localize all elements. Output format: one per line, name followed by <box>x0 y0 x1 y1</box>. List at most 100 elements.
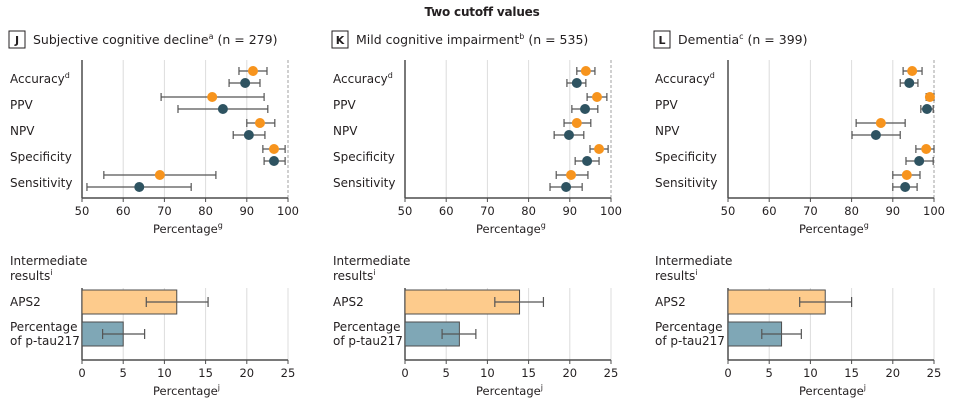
x-tick-label: 25 <box>281 366 296 380</box>
data-point-teal <box>561 182 572 192</box>
data-point-orange <box>154 170 165 180</box>
data-point-teal <box>217 104 228 114</box>
bar-panel-title-line1: Intermediate <box>333 254 410 268</box>
bar-panel-title-line2-text: results <box>333 269 373 283</box>
error-bar <box>494 297 545 307</box>
x-tick-label: 10 <box>480 366 495 380</box>
x-axis-label-text: Percentage <box>799 222 864 236</box>
data-point-teal <box>914 156 925 166</box>
x-axis-label: Percentagej <box>799 383 866 398</box>
x-axis-label-superscript: j <box>540 383 543 392</box>
data-point-orange <box>571 118 582 128</box>
bar-panel-title-line2: resultsi <box>10 268 52 283</box>
x-tick-label: 60 <box>762 204 777 218</box>
category-label: Sensitivity <box>10 176 72 190</box>
panel-title-text: Mild cognitive impairment <box>356 32 519 47</box>
data-point-teal <box>900 182 911 192</box>
data-point-orange <box>580 66 591 76</box>
forest-panel-l: L Dementiac (n = 399) 50 60 70 80 90 100 Percent… <box>653 30 945 236</box>
category-label: PPV <box>10 98 33 112</box>
x-tick-label: 5 <box>443 366 450 380</box>
error-bar <box>145 297 209 307</box>
data-point-teal <box>240 78 251 88</box>
category-label: Specificity <box>10 150 72 164</box>
data-point-orange <box>875 118 886 128</box>
data-point-orange <box>591 92 602 102</box>
x-tick-label: 10 <box>803 366 818 380</box>
data-point-teal <box>243 130 254 140</box>
x-tick-label: 70 <box>480 204 495 218</box>
panel-title-superscript: b <box>519 32 524 41</box>
panel-title: Subjective cognitive declinea (n = 279) <box>33 32 277 47</box>
x-axis-label-text: Percentage <box>153 222 218 236</box>
data-point-orange <box>594 144 605 154</box>
category-label-text: Accuracy <box>333 72 388 86</box>
data-point-orange <box>924 92 935 102</box>
x-tick-label: 25 <box>927 366 942 380</box>
data-point-orange <box>254 118 265 128</box>
x-tick-label: 0 <box>401 366 408 380</box>
category-label-text: PPV <box>333 98 356 112</box>
x-axis-label-superscript: g <box>864 221 869 230</box>
data-point-teal <box>268 156 279 166</box>
bar-aps2 <box>404 289 521 315</box>
category-label-text: NPV <box>10 124 35 138</box>
x-axis-label: Percentageg <box>799 221 869 236</box>
x-tick-label: 0 <box>724 366 731 380</box>
panel-title-text: Subjective cognitive decline <box>33 32 209 47</box>
category-label-text: PPV <box>655 98 678 112</box>
forest-panel-k: K Mild cognitive impairmentb (n = 535) 50 6… <box>331 30 622 236</box>
panel-n-label: (n = 535) <box>524 32 588 47</box>
category-label: NPV <box>333 124 358 138</box>
x-tick-label: 15 <box>844 366 859 380</box>
x-tick-label: 5 <box>766 366 773 380</box>
x-tick-label: 70 <box>803 204 818 218</box>
data-point-teal <box>921 104 932 114</box>
category-label-superscript: d <box>388 71 393 80</box>
bar-category-label: of p-tau217 <box>655 334 725 348</box>
x-tick-label: 80 <box>844 204 859 218</box>
forest-panel-j: J Subjective cognitive declinea (n = 279)… <box>8 30 299 236</box>
x-axis-label-superscript: g <box>541 221 546 230</box>
category-label: Accuracyd <box>10 71 70 86</box>
bar-panel-title-line2: resultsi <box>333 268 375 283</box>
x-axis-label: Percentageg <box>153 221 223 236</box>
bar-category-label: APS2 <box>333 295 364 309</box>
x-tick-label: 15 <box>521 366 536 380</box>
error-bar <box>799 297 853 307</box>
data-point-teal <box>582 156 593 166</box>
x-tick-label: 90 <box>885 204 900 218</box>
category-label-text: Accuracy <box>655 72 710 86</box>
panel-letter-box <box>653 30 671 49</box>
x-tick-label: 20 <box>885 366 900 380</box>
data-point-orange <box>921 144 932 154</box>
bar-panel-title-line2-superscript: i <box>695 268 697 277</box>
category-label-text: PPV <box>10 98 33 112</box>
bar-category-label: of p-tau217 <box>10 334 80 348</box>
data-point-teal <box>134 182 145 192</box>
error-bar <box>101 329 146 339</box>
bar-category-label: of p-tau217 <box>333 334 403 348</box>
category-label: NPV <box>10 124 35 138</box>
x-axis-label-text: Percentage <box>476 384 541 398</box>
x-tick-label: 100 <box>600 204 622 218</box>
category-label: Accuracyd <box>333 71 393 86</box>
figure-suptitle: Two cutoff values <box>424 5 540 19</box>
data-point-teal <box>571 78 582 88</box>
x-tick-label: 90 <box>239 204 254 218</box>
category-label: Sensitivity <box>333 176 395 190</box>
x-axis-label-text: Percentage <box>476 222 541 236</box>
data-point-orange <box>247 66 258 76</box>
bar-category-label: APS2 <box>655 295 686 309</box>
category-label: Specificity <box>655 150 717 164</box>
category-label: Accuracyd <box>655 71 715 86</box>
data-point-orange <box>907 66 918 76</box>
panel-letter-box <box>331 30 349 49</box>
error-bar <box>761 329 802 339</box>
bar-panel-title-line2-superscript: i <box>50 268 52 277</box>
panel-letter-box <box>8 30 26 49</box>
x-axis-label: Percentagej <box>153 383 220 398</box>
panel-title-text: Dementia <box>678 32 739 47</box>
